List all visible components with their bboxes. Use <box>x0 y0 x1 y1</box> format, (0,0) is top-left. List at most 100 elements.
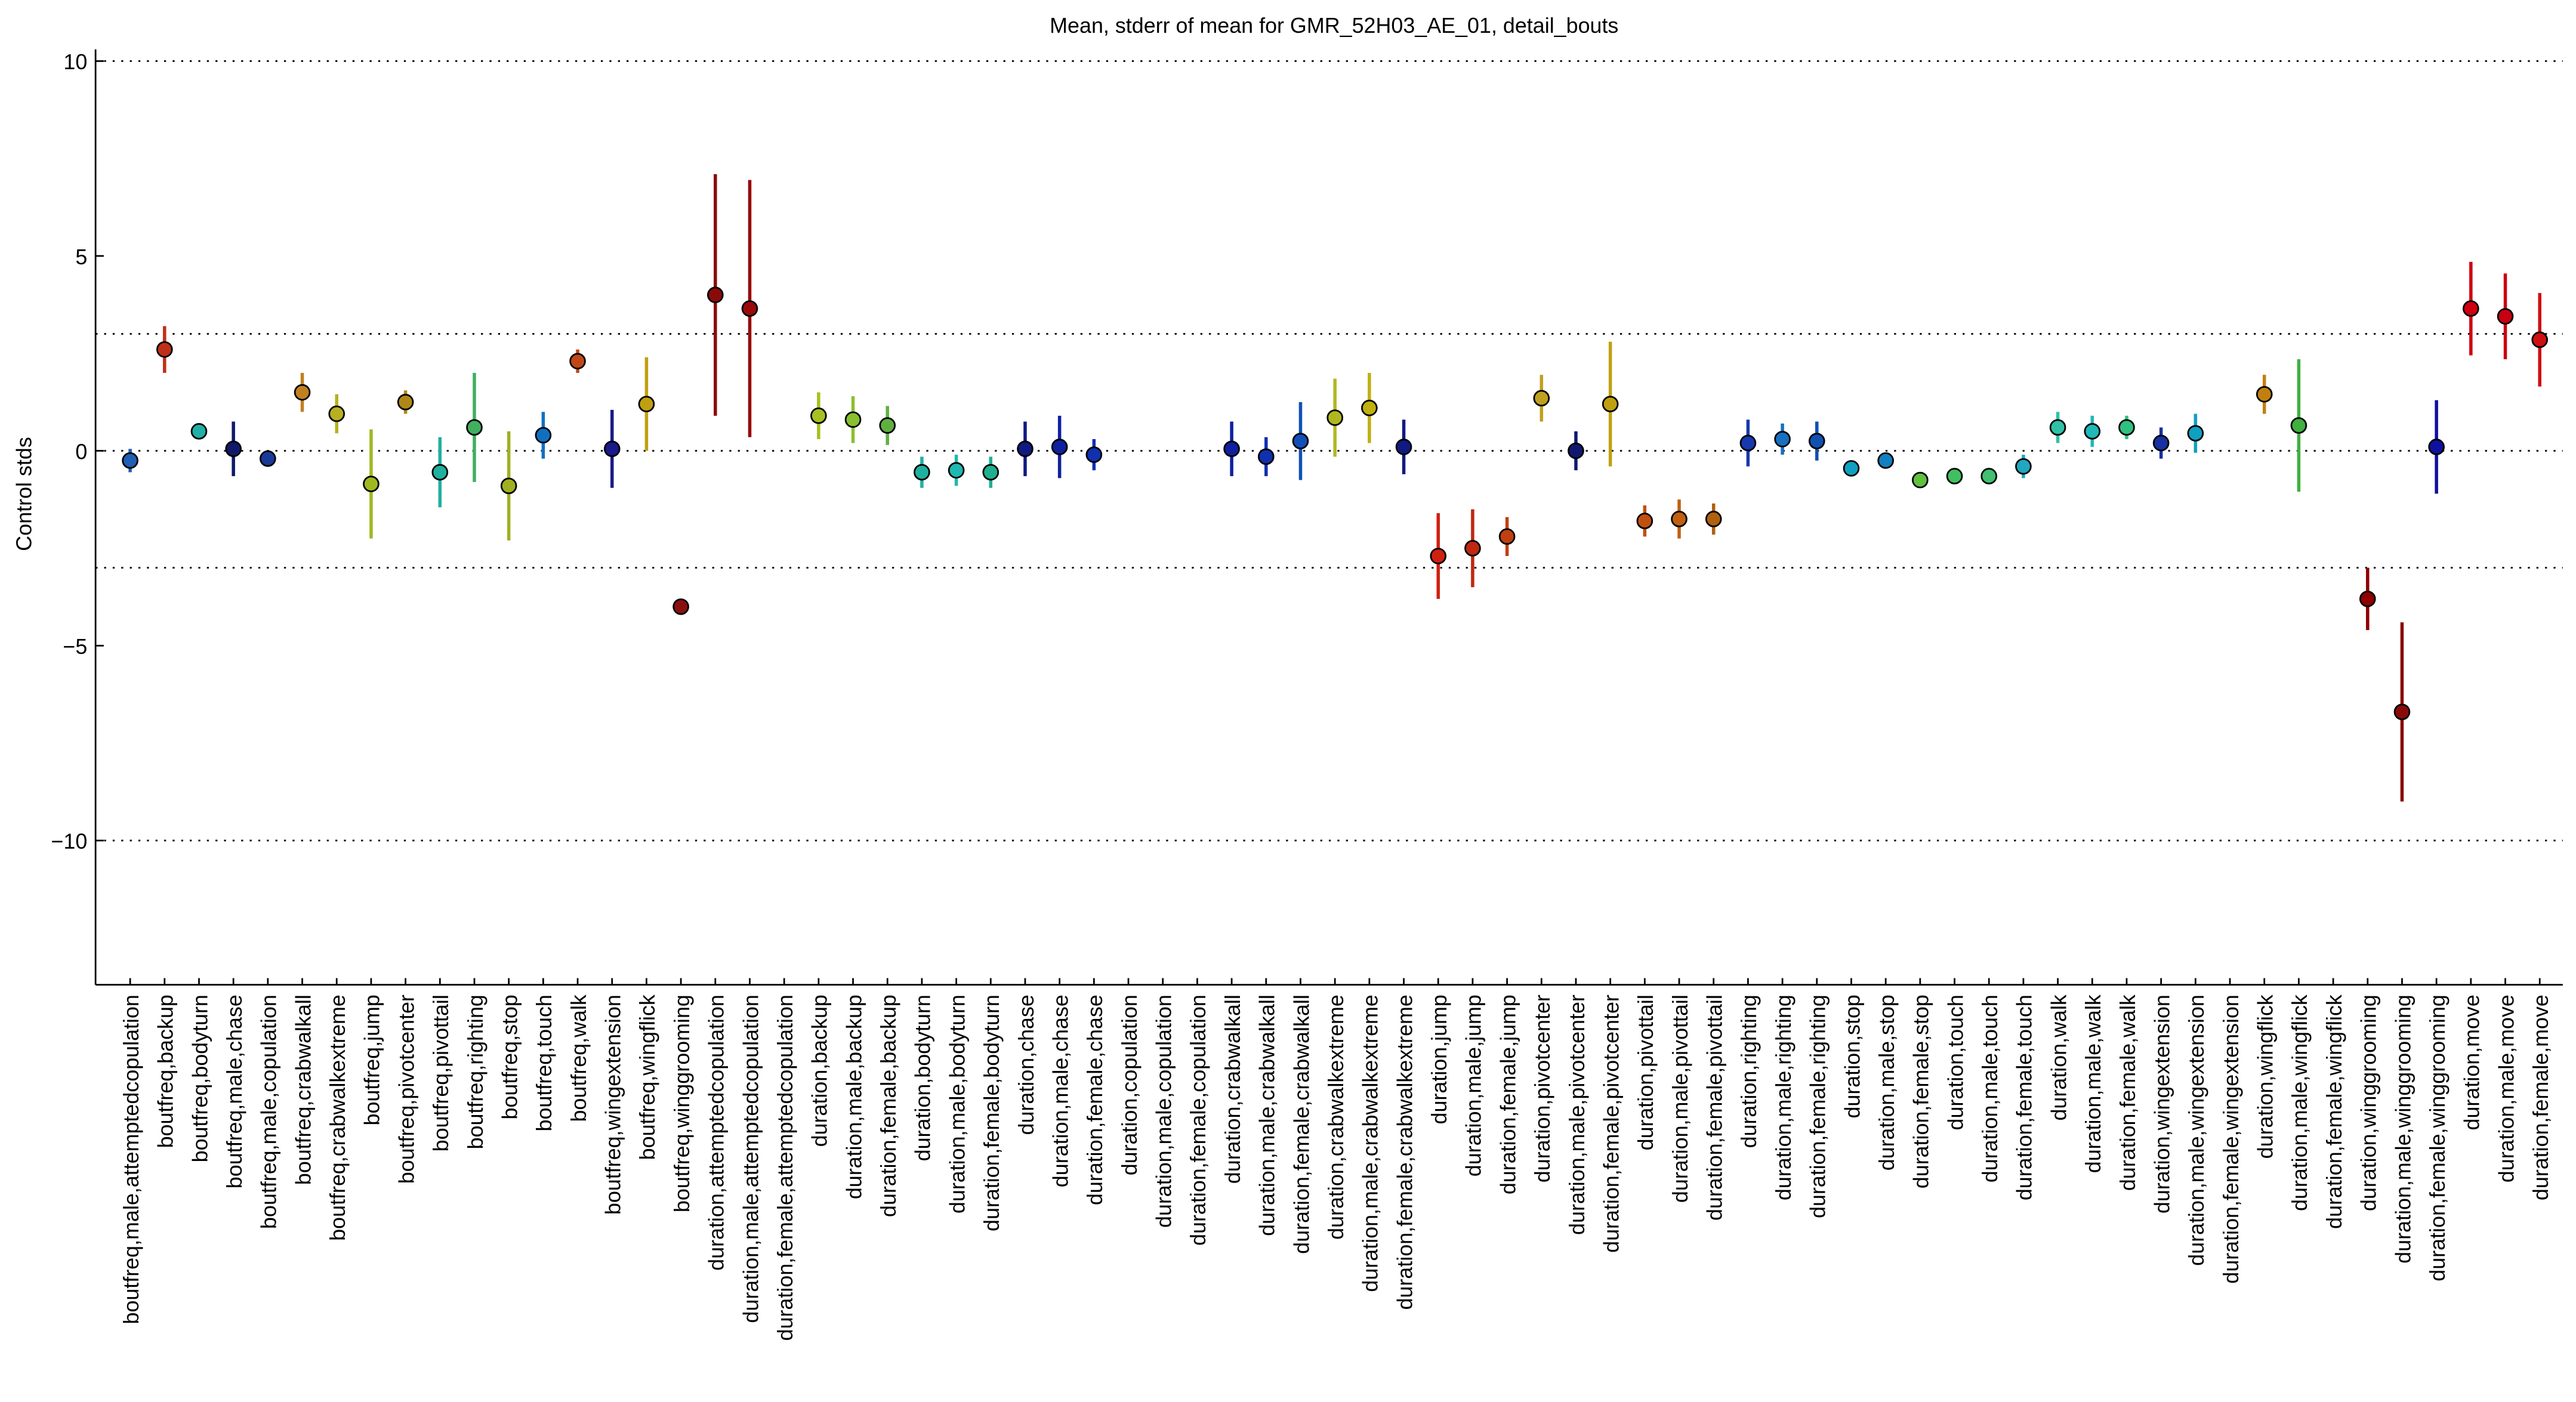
x-tick-label: duration,copulation <box>1118 995 1142 1175</box>
mean-marker <box>122 452 138 469</box>
x-tick-label: boutfreq,male,copulation <box>257 995 281 1229</box>
mean-marker <box>1292 433 1309 450</box>
x-tick-label: duration,female,move <box>2529 995 2553 1200</box>
mean-marker <box>500 477 517 495</box>
x-tick-label: duration,chase <box>1014 995 1038 1135</box>
mean-marker <box>2084 423 2101 440</box>
x-tick-label: boutfreq,crabwalkextreme <box>326 995 350 1241</box>
x-tick-label: duration,attemptedcopulation <box>705 995 729 1271</box>
x-tick-label: duration,male,pivotcenter <box>1565 995 1589 1235</box>
y-tick-label: 10 <box>63 50 87 74</box>
x-tick-label: duration,pivotcenter <box>1531 995 1554 1182</box>
x-tick-label: duration,male,crabwalkextreme <box>1359 995 1383 1292</box>
mean-marker <box>294 384 311 401</box>
x-tick-label: boutfreq,male,chase <box>223 995 246 1188</box>
x-tick-label: duration,male,backup <box>842 995 866 1199</box>
mean-marker <box>844 411 862 428</box>
mean-marker <box>810 407 827 424</box>
mean-marker <box>1223 440 1240 458</box>
mean-marker <box>1808 433 1825 450</box>
mean-marker <box>1464 540 1481 557</box>
mean-marker <box>2497 308 2514 325</box>
mean-marker <box>190 423 208 440</box>
mean-marker <box>1912 471 1929 489</box>
x-tick-label: duration,male,copulation <box>1152 995 1176 1228</box>
x-tick-label: duration,winggrooming <box>2357 995 2381 1211</box>
x-tick-label: duration,female,attemptedcopulation <box>773 995 797 1341</box>
mean-marker <box>914 464 930 481</box>
x-tick-label: duration,male,wingflick <box>2288 995 2312 1211</box>
mean-marker <box>2393 703 2411 721</box>
x-tick-label: duration,male,chase <box>1048 995 1072 1187</box>
mean-marker <box>1498 528 1516 545</box>
mean-marker <box>1395 438 1412 455</box>
x-tick-label: duration,female,pivotcenter <box>1599 995 1623 1253</box>
x-tick-label: duration,female,bodyturn <box>980 995 1004 1231</box>
x-tick-label: duration,female,jump <box>1496 995 1520 1194</box>
mean-marker <box>1051 438 1068 455</box>
x-tick-label: duration,male,righting <box>1772 995 1796 1200</box>
mean-marker <box>1980 468 1998 484</box>
x-tick-label: duration,righting <box>1737 995 1761 1148</box>
x-tick-label: duration,male,walk <box>2081 995 2105 1173</box>
mean-marker <box>2463 300 2479 317</box>
x-tick-label: duration,male,crabwalkall <box>1255 995 1279 1236</box>
x-tick-label: duration,female,stop <box>1909 995 1933 1188</box>
mean-marker <box>1361 399 1378 416</box>
mean-marker <box>260 450 276 467</box>
y-tick-label: 5 <box>75 245 87 269</box>
x-tick-label: duration,male,touch <box>1978 995 2002 1182</box>
x-tick-label: duration,bodyturn <box>911 995 935 1161</box>
x-tick-label: duration,female,copulation <box>1186 995 1210 1246</box>
x-tick-label: boutfreq,crabwalkall <box>291 995 315 1185</box>
x-tick-label: duration,wingextension <box>2150 995 2174 1213</box>
x-tick-label: duration,stop <box>1840 995 1864 1118</box>
x-tick-label: boutfreq,pivottail <box>429 995 453 1151</box>
y-tick-label: −5 <box>63 635 87 659</box>
mean-marker <box>1257 448 1275 465</box>
mean-marker <box>741 300 758 317</box>
mean-marker <box>2118 419 2135 436</box>
mean-marker <box>363 475 380 492</box>
x-tick-label: duration,backup <box>808 995 832 1147</box>
mean-marker <box>879 417 896 434</box>
mean-marker <box>2015 458 2032 475</box>
x-tick-label: duration,crabwalkall <box>1221 995 1245 1184</box>
x-tick-label: boutfreq,winggrooming <box>670 995 694 1212</box>
mean-marker <box>2359 591 2376 607</box>
mean-marker <box>569 353 586 370</box>
x-tick-label: duration,female,pivottail <box>1703 995 1727 1221</box>
mean-marker <box>2187 425 2204 442</box>
mean-marker <box>982 464 999 481</box>
x-tick-label: duration,female,crabwalkall <box>1289 995 1313 1254</box>
x-tick-label: duration,female,wingflick <box>2322 995 2346 1229</box>
x-tick-label: boutfreq,male,attemptedcopulation <box>119 995 143 1324</box>
x-tick-label: duration,pivottail <box>1634 995 1658 1150</box>
x-tick-label: duration,male,move <box>2494 995 2518 1182</box>
x-tick-label: duration,walk <box>2047 995 2071 1120</box>
mean-marker <box>2152 434 2170 452</box>
x-tick-label: boutfreq,touch <box>532 995 556 1131</box>
x-tick-label: boutfreq,walk <box>567 995 591 1122</box>
mean-marker <box>1085 446 1103 463</box>
y-axis-label: Control stds <box>12 437 36 551</box>
x-tick-label: duration,male,winggrooming <box>2391 995 2415 1264</box>
mean-marker <box>156 341 173 358</box>
mean-marker <box>466 419 483 436</box>
x-tick-label: boutfreq,jump <box>360 995 384 1125</box>
mean-marker <box>2256 386 2273 403</box>
mean-marker <box>1568 442 1584 459</box>
x-tick-label: duration,female,winggrooming <box>2426 995 2449 1281</box>
mean-marker <box>328 405 345 422</box>
mean-marker <box>2531 331 2549 348</box>
x-tick-label: duration,wingflick <box>2254 995 2278 1159</box>
x-tick-label: duration,move <box>2460 995 2484 1130</box>
mean-marker <box>672 598 689 615</box>
y-tick-label: −10 <box>51 830 87 854</box>
mean-marker <box>948 462 965 479</box>
mean-marker <box>1843 460 1860 477</box>
mean-marker <box>225 440 242 458</box>
x-tick-label: duration,male,attemptedcopulation <box>739 995 763 1323</box>
mean-marker <box>1705 511 1722 527</box>
mean-marker <box>2428 438 2445 455</box>
